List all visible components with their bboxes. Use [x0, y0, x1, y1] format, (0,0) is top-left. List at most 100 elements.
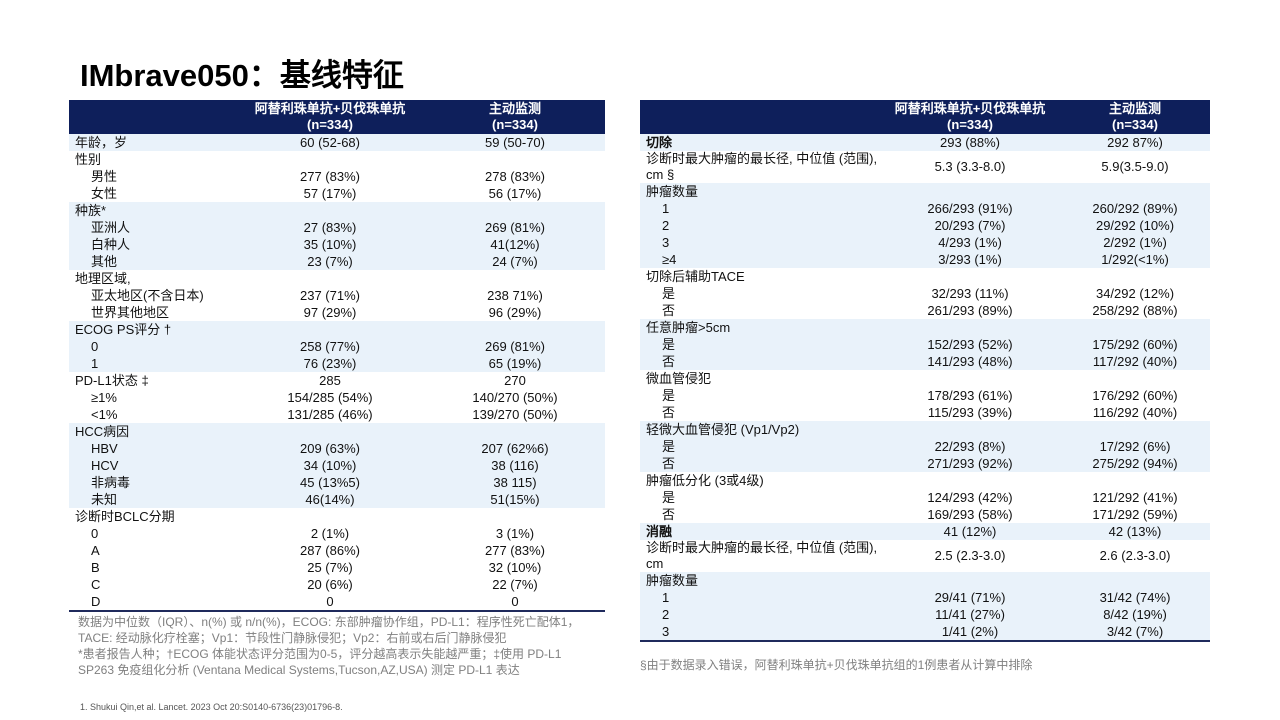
cell [425, 202, 605, 219]
cell: 171/292 (59%) [1092, 506, 1178, 522]
cell: 8/42 (19%) [1060, 606, 1210, 623]
cell: 27 (83%) [235, 219, 425, 236]
cell [235, 270, 425, 287]
sub-row: ≥4 3/293 (1%) 1/292(<1%) [640, 251, 1210, 268]
cell: 139/270 (50%) [472, 406, 558, 422]
row-label: 3 [640, 623, 880, 641]
sub-row: B 25 (7%) 32 (10%) [69, 559, 605, 576]
group-row: 性别 [69, 151, 605, 168]
row-label: 女性 [91, 185, 118, 201]
group-row: 消融 41 (12%) 42 (13%) [640, 523, 1210, 540]
footnote-line: 数据为中位数（IQR）、n(%) 或 n/n(%)，ECOG: 东部肿瘤协作组，… [78, 615, 580, 629]
cell: 3 (1%) [495, 525, 535, 541]
row-label: 世界其他地区 [91, 304, 170, 320]
cell [1060, 572, 1210, 589]
cell [880, 268, 1060, 285]
group-row: HCC病因 [69, 423, 605, 440]
sub-row: 其他 23 (7%) 24 (7%) [69, 253, 605, 270]
row-label: 微血管侵犯 [646, 370, 712, 386]
row-label: 种族* [69, 202, 235, 219]
row-label: ≥4 [640, 251, 880, 268]
cell: 41(12%) [425, 236, 605, 253]
row-label: <1% [91, 406, 118, 422]
header-cell: 主动监测 (n=334) [1060, 100, 1210, 134]
row-label: 3 [640, 234, 880, 251]
cell: 116/292 (40%) [1092, 404, 1178, 420]
cell [425, 270, 605, 287]
cell: 11/41 (27%) [880, 606, 1060, 623]
cell: 0 [326, 593, 334, 609]
header-cell [69, 100, 235, 134]
header-name: 主动监测 [488, 101, 541, 116]
cell: 152/293 (52%) [880, 336, 1060, 353]
cell: 57 (17%) [303, 185, 357, 201]
sub-row: 女性 57 (17%) 56 (17%) [69, 185, 605, 202]
sub-row: 是 124/293 (42%) 121/292 (41%) [640, 489, 1210, 506]
row-label: 否 [640, 455, 880, 472]
cell: 169/293 (58%) [927, 506, 1013, 522]
cell: 5.9(3.5-9.0) [1101, 159, 1169, 174]
sub-row: C 20 (6%) 22 (7%) [69, 576, 605, 593]
row-label: 2 [640, 606, 880, 623]
group-row: 种族* [69, 202, 605, 219]
sub-row: 亚洲人 27 (83%) 269 (81%) [69, 219, 605, 236]
row-label: 否 [640, 353, 880, 370]
sub-row: 0 2 (1%) 3 (1%) [69, 525, 605, 542]
footnote: §由于数据录入错误，阿替利珠单抗+贝伐珠单抗组的1例患者从计算中排除 [640, 658, 1033, 672]
cell: 96 (29%) [488, 304, 542, 320]
group-row: 诊断时最大肿瘤的最长径, 中位值 (范围), cm § 5.3 (3.3-8.0)… [640, 151, 1210, 183]
sub-row: A 287 (86%) 277 (83%) [69, 542, 605, 559]
row-label: 是 [662, 489, 676, 505]
row-label: 亚洲人 [69, 219, 235, 236]
row-label: 否 [662, 302, 676, 318]
right-table: 阿替利珠单抗+贝伐珠单抗 (n=334) 主动监测 (n=334) 切除 293 (88%… [640, 100, 1210, 642]
sub-row: <1% 131/285 (46%) 139/270 (50%) [69, 406, 605, 423]
header-cell [640, 100, 880, 134]
row-label: ≥1% [91, 389, 117, 405]
cell: 285 [319, 372, 341, 388]
cell: 121/292 (41%) [1092, 489, 1178, 505]
cell [880, 472, 1060, 489]
cell: 45 (13%5) [235, 474, 425, 491]
sub-row: 否 261/293 (89%) 258/292 (88%) [640, 302, 1210, 319]
group-row: 年龄，岁 60 (52-68) 59 (50-70) [69, 134, 605, 151]
cell: 269 (81%) [425, 219, 605, 236]
sub-row: 0 258 (77%) 269 (81%) [69, 338, 605, 355]
sub-row: 白种人 35 (10%) 41(12%) [69, 236, 605, 253]
cell: 293 (88%) [880, 134, 1060, 151]
sub-row: 1 266/293 (91%) 260/292 (89%) [640, 200, 1210, 217]
cell: 278 (83%) [485, 168, 545, 184]
row-label: 肿瘤数量 [640, 572, 880, 589]
sub-row: 未知 46(14%) 51(15%) [69, 491, 605, 508]
row-label: 轻微大血管侵犯 (Vp1/Vp2) [640, 421, 880, 438]
cell [1060, 319, 1210, 336]
group-row: 轻微大血管侵犯 (Vp1/Vp2) [640, 421, 1210, 438]
row-label: 是 [662, 387, 676, 403]
header-cell: 阿替利珠单抗+贝伐珠单抗 (n=334) [880, 100, 1060, 134]
cell: 270 [504, 372, 526, 388]
cell: 176/292 (60%) [1092, 387, 1178, 403]
cell [235, 508, 425, 525]
cell: 1/292(<1%) [1060, 251, 1210, 268]
cell: 24 (7%) [425, 253, 605, 270]
cell [235, 151, 425, 168]
row-label: 1 [640, 589, 880, 606]
cell: 277 (83%) [485, 542, 545, 558]
sub-row: 否 115/293 (39%) 116/292 (40%) [640, 404, 1210, 421]
sub-row: D 0 0 [69, 593, 605, 611]
cell: 76 (23%) [235, 355, 425, 372]
row-label: 诊断时最大肿瘤的最长径, 中位值 (范围), cm § [646, 151, 878, 182]
row-label: 是 [662, 285, 676, 301]
cell: 117/292 (40%) [1060, 353, 1210, 370]
cell: 287 (86%) [300, 542, 360, 558]
sub-row: 非病毒 45 (13%5) 38 115) [69, 474, 605, 491]
cell [425, 423, 605, 440]
cell [235, 321, 425, 338]
cell: 124/293 (42%) [927, 489, 1013, 505]
cell: 31/42 (74%) [1060, 589, 1210, 606]
cell [880, 319, 1060, 336]
cell: 17/292 (6%) [1060, 438, 1210, 455]
header-n: (n=334) [1112, 117, 1158, 132]
cell: 32 (10%) [488, 559, 542, 575]
cell: 35 (10%) [235, 236, 425, 253]
